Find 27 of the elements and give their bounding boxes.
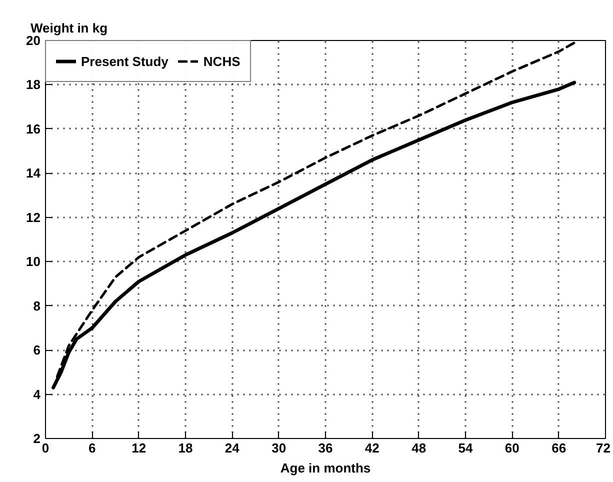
x-tick-label: 36 bbox=[318, 440, 333, 456]
y-tick-label: 20 bbox=[26, 33, 41, 48]
y-tick-label: 18 bbox=[26, 77, 41, 92]
y-tick-label: 14 bbox=[26, 166, 42, 181]
x-tick-label: 48 bbox=[412, 440, 426, 456]
y-tick-label: 8 bbox=[33, 298, 41, 314]
legend-label: NCHS bbox=[203, 54, 240, 68]
x-tick-label: 72 bbox=[596, 440, 611, 456]
y-tick-label: 12 bbox=[26, 210, 41, 225]
x-tick-label: 30 bbox=[272, 440, 286, 456]
x-tick-label: 24 bbox=[224, 440, 240, 456]
x-tick-label: 66 bbox=[552, 440, 566, 456]
x-tick-label: 12 bbox=[132, 440, 146, 456]
y-tick-label: 2 bbox=[33, 431, 41, 446]
y-tick-label: 10 bbox=[26, 254, 41, 270]
legend-label: Present Study bbox=[81, 54, 168, 68]
y-tick-label: 6 bbox=[33, 342, 41, 358]
x-tick-label: 60 bbox=[504, 440, 520, 456]
y-tick-label: 4 bbox=[33, 386, 42, 402]
x-tick-label: 42 bbox=[364, 440, 380, 456]
y-tick-label: 16 bbox=[26, 121, 41, 136]
x-tick-label: 0 bbox=[42, 440, 50, 456]
y-axis-title: Weight in kg bbox=[30, 20, 108, 36]
x-tick-label: 54 bbox=[458, 440, 474, 456]
x-axis-title: Age in months bbox=[280, 460, 371, 476]
x-tick-label: 6 bbox=[88, 440, 96, 456]
x-tick-label: 18 bbox=[178, 440, 193, 456]
